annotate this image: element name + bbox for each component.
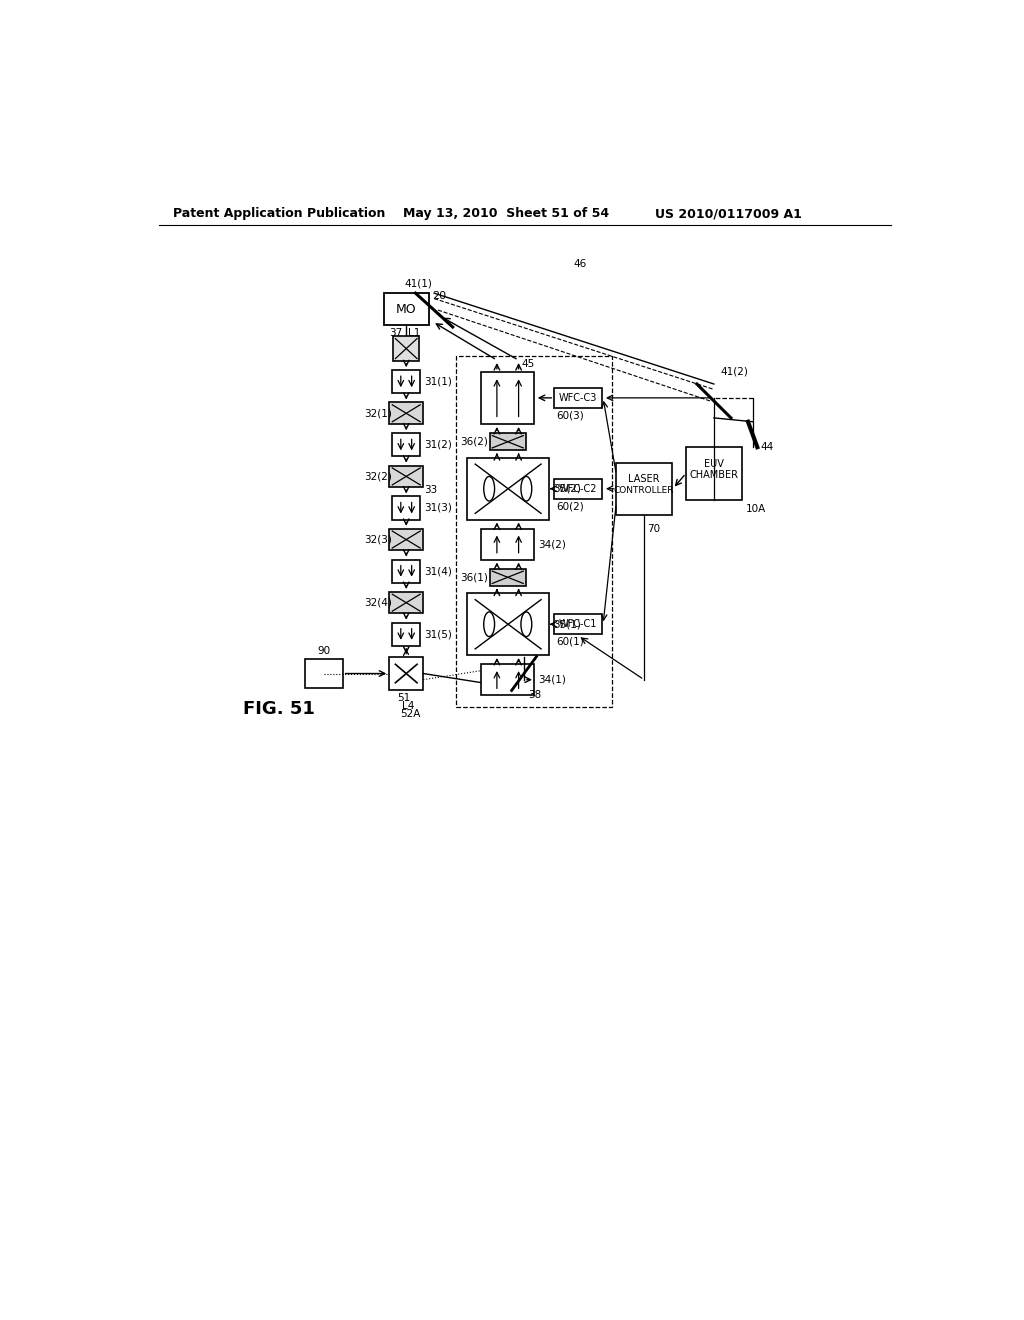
Ellipse shape [521, 477, 531, 502]
Bar [389, 403, 423, 424]
Text: 36(1): 36(1) [461, 573, 488, 582]
Text: WFC-C2: WFC-C2 [559, 483, 598, 494]
Text: 38: 38 [528, 690, 541, 700]
Bar [392, 623, 420, 645]
Text: 90: 90 [317, 647, 331, 656]
Bar [392, 560, 420, 582]
Bar [554, 614, 602, 635]
Text: 60(2): 60(2) [556, 502, 584, 511]
Text: 60(3): 60(3) [556, 411, 584, 421]
Text: 20: 20 [432, 292, 445, 301]
Text: 32(3): 32(3) [365, 535, 392, 545]
Text: 33: 33 [424, 486, 437, 495]
Bar [389, 529, 423, 550]
Text: 31(1): 31(1) [424, 376, 452, 387]
Text: 34(1): 34(1) [538, 675, 566, 685]
Bar [467, 594, 549, 655]
Text: LASER: LASER [629, 474, 659, 484]
Bar [616, 462, 672, 515]
Bar [389, 466, 423, 487]
Text: 35(2): 35(2) [553, 483, 581, 494]
Text: May 13, 2010  Sheet 51 of 54: May 13, 2010 Sheet 51 of 54 [403, 207, 609, 220]
Text: EUV: EUV [703, 459, 724, 469]
Text: 36(2): 36(2) [461, 437, 488, 446]
Text: 34(2): 34(2) [538, 539, 566, 549]
Bar [481, 664, 535, 696]
Ellipse shape [483, 612, 495, 636]
Text: 31(5): 31(5) [424, 630, 452, 639]
Text: L1: L1 [408, 329, 420, 338]
Text: 32(1): 32(1) [365, 408, 392, 418]
Bar [392, 496, 420, 520]
Text: 52A: 52A [400, 709, 421, 718]
Text: 70: 70 [647, 524, 660, 533]
Text: 10A: 10A [745, 504, 766, 513]
Text: 41(2): 41(2) [720, 367, 748, 376]
Bar [489, 433, 525, 450]
Ellipse shape [521, 612, 531, 636]
Text: 32(2): 32(2) [365, 471, 392, 482]
Bar [305, 659, 343, 688]
Bar [392, 370, 420, 393]
Text: 32(4): 32(4) [365, 598, 392, 607]
Text: 35(1): 35(1) [553, 619, 581, 630]
Bar [392, 433, 420, 457]
Bar [489, 569, 525, 586]
Text: 60(1): 60(1) [556, 638, 584, 647]
Text: 31(2): 31(2) [424, 440, 452, 450]
Text: CHAMBER: CHAMBER [689, 470, 738, 480]
Bar [686, 447, 741, 499]
Text: 41(1): 41(1) [404, 279, 432, 288]
Ellipse shape [483, 477, 495, 502]
Text: 51: 51 [397, 693, 411, 704]
Text: L4: L4 [401, 701, 414, 711]
Text: 44: 44 [761, 442, 774, 453]
Bar [467, 458, 549, 520]
Bar [389, 591, 423, 614]
Text: US 2010/0117009 A1: US 2010/0117009 A1 [655, 207, 802, 220]
Text: 31(4): 31(4) [424, 566, 452, 576]
Text: 46: 46 [573, 259, 587, 269]
Bar [554, 388, 602, 408]
Bar [481, 529, 535, 560]
Text: WFC-C3: WFC-C3 [559, 393, 597, 403]
Bar [393, 337, 420, 360]
Bar [456, 356, 611, 706]
Text: 31(3): 31(3) [424, 503, 452, 513]
Text: FIG. 51: FIG. 51 [243, 700, 314, 718]
Text: WFC-C1: WFC-C1 [559, 619, 597, 630]
Bar [481, 372, 535, 424]
Bar [389, 656, 423, 690]
Text: Patent Application Publication: Patent Application Publication [173, 207, 385, 220]
Text: 45: 45 [521, 359, 535, 370]
Text: CONTROLLER: CONTROLLER [614, 486, 675, 495]
Text: MO: MO [396, 302, 417, 315]
Bar [554, 479, 602, 499]
Text: 37: 37 [389, 329, 402, 338]
Bar [384, 293, 429, 326]
